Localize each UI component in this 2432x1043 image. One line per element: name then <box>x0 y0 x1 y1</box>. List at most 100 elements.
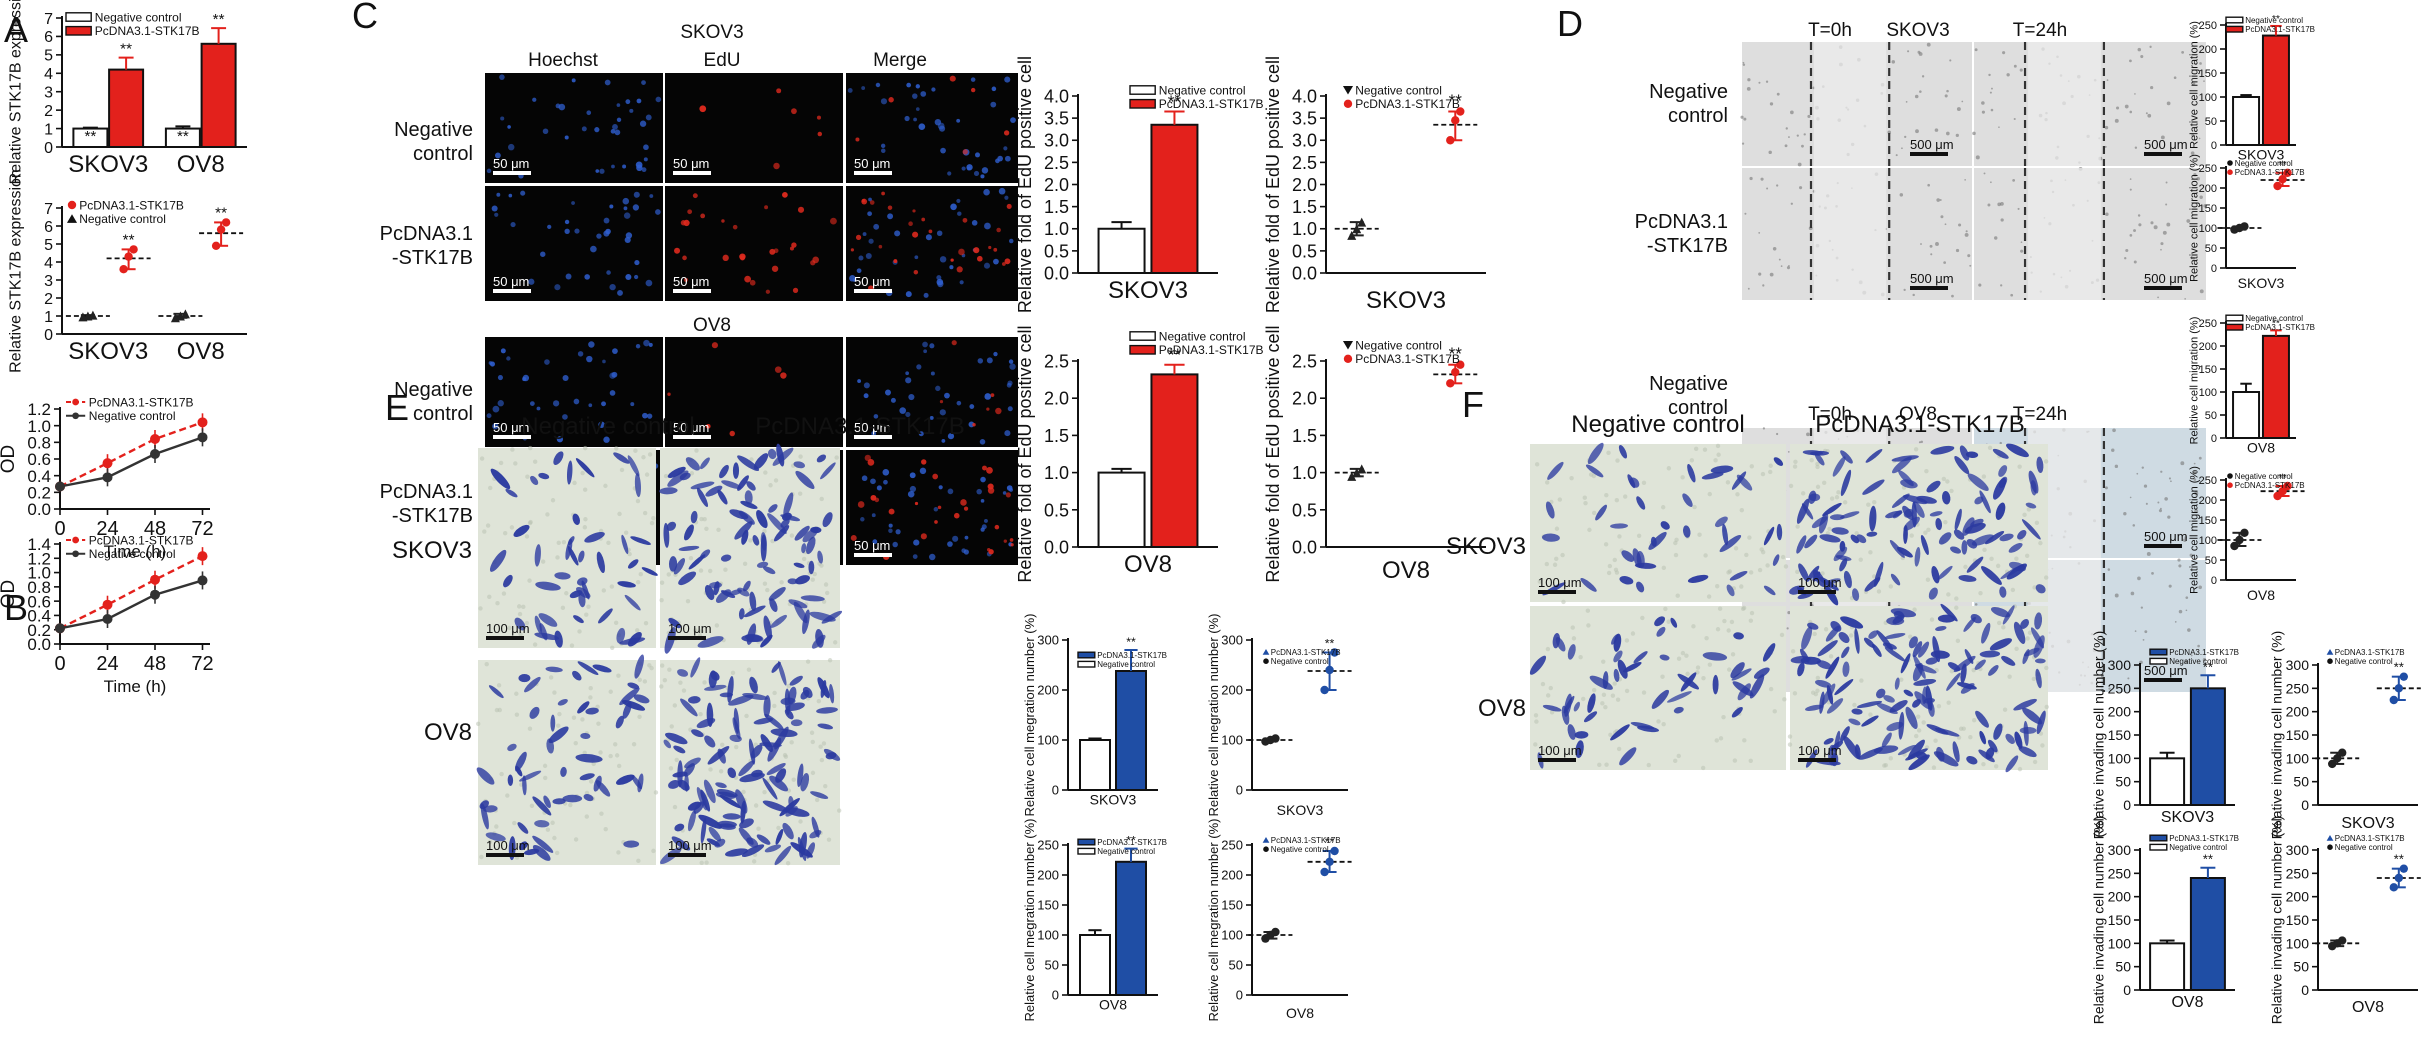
nucleus <box>875 82 881 88</box>
c-tile: 50 μm <box>665 73 843 183</box>
c-tile-bg <box>846 73 1018 183</box>
edu-nucleus <box>1006 203 1012 209</box>
stained-cell <box>751 769 763 778</box>
stained-cell <box>785 702 805 711</box>
F-skov3-bar-ytick-label: 100 <box>2108 750 2132 766</box>
pore <box>1545 480 1550 485</box>
A-bottom-ylabel: Relative STK17B expression <box>7 169 24 373</box>
stained-cell <box>1731 668 1752 681</box>
pore <box>1697 532 1702 537</box>
nucleus <box>1009 363 1016 370</box>
stained-cell <box>1998 465 2008 477</box>
cell-speck <box>2202 658 2207 662</box>
C-skov3-dot-ytick-label: 1.0 <box>1292 219 1317 239</box>
pore <box>569 643 575 648</box>
cell-speck <box>2137 576 2141 581</box>
cell-speck <box>1988 73 1991 77</box>
nucleus <box>868 238 874 244</box>
wound-gap <box>2028 42 2101 166</box>
stained-cell <box>688 554 706 570</box>
c-tile-scale-label: 50 μm <box>854 156 890 171</box>
nucleus <box>998 187 1006 195</box>
F-skov3-dot-ytick-label: 100 <box>2286 750 2310 766</box>
stained-cell <box>668 780 680 789</box>
pore <box>2044 575 2049 580</box>
A-bottom-sig: ** <box>123 231 135 248</box>
F-ov8-bar-category-label: OV8 <box>2171 994 2203 1011</box>
stained-cell <box>592 664 612 673</box>
cell-speck <box>1998 126 2000 128</box>
D-skov3-bar-bar <box>2261 34 2290 147</box>
pore <box>638 572 643 577</box>
pore <box>635 628 640 633</box>
nucleus <box>595 169 600 173</box>
c-ov8-dot-legend-marker <box>1342 340 1354 350</box>
stained-cell <box>1797 662 1805 677</box>
cell-speck <box>1758 231 1761 234</box>
c-tile: 50 μm <box>485 73 663 183</box>
stained-cell <box>797 763 804 788</box>
nucleus <box>858 255 864 261</box>
E-ov8-dot-ytick-label: 150 <box>1221 898 1243 913</box>
edu-nucleus <box>993 247 998 252</box>
edu-nucleus <box>817 131 823 137</box>
cell-speck <box>2180 461 2185 466</box>
pore <box>550 498 556 503</box>
stained-cell <box>822 512 833 528</box>
wound-gap <box>2028 168 2101 300</box>
stained-cell <box>738 760 755 777</box>
stained-cell <box>1978 749 1995 763</box>
cell-speck <box>2145 112 2148 115</box>
pore <box>704 860 709 865</box>
f-ov8-bar-legend-swatch <box>2149 843 2168 851</box>
A-bottom-category-label: OV8 <box>177 338 225 365</box>
pore <box>649 665 654 671</box>
C-ov8-dot-point <box>1357 464 1367 474</box>
pore <box>1859 678 1864 683</box>
F-ov8-bar-ytick-label: 150 <box>2108 912 2132 928</box>
pore <box>610 645 615 650</box>
nucleus <box>625 99 631 105</box>
pore <box>681 688 687 693</box>
E-ov8-dot-point <box>1330 846 1339 856</box>
edu-nucleus <box>739 253 746 260</box>
pore <box>837 808 842 813</box>
cell-speck <box>1967 254 1971 258</box>
cell-speck <box>1769 102 1774 106</box>
c-col-hoechst: Hoechst <box>528 50 598 71</box>
stained-cell <box>1839 558 1848 572</box>
stained-cell <box>810 791 829 800</box>
stained-cell <box>633 694 650 704</box>
stained-cell <box>659 487 678 495</box>
pore <box>1768 686 1774 692</box>
d-row-neg-1: Negative control <box>1649 81 1728 127</box>
pore <box>1680 475 1685 480</box>
nucleus <box>981 167 989 174</box>
nucleus <box>995 158 1000 164</box>
pore <box>753 803 759 808</box>
e-skov3-bar-legend-swatch <box>1077 651 1096 659</box>
nucleus <box>934 118 942 126</box>
f-tile-scale-label: 100 μm <box>1538 575 1582 590</box>
stained-cell <box>1931 565 1940 584</box>
pore <box>591 761 596 767</box>
pore <box>582 487 588 492</box>
pore <box>763 470 768 475</box>
stained-cell <box>1907 739 1925 760</box>
pore <box>2043 459 2049 464</box>
cell-speck <box>2170 480 2172 483</box>
cell-speck <box>2160 470 2163 473</box>
stained-cell <box>1875 688 1886 699</box>
pore <box>782 752 788 758</box>
edu-nucleus <box>973 247 980 254</box>
cell-speck <box>1915 129 1919 134</box>
pore <box>791 777 796 782</box>
edu-nucleus <box>986 466 993 474</box>
D-ov8-dot-ytick-label: 200 <box>2199 495 2217 507</box>
pore <box>505 793 510 798</box>
stained-cell <box>767 513 787 534</box>
nucleus <box>980 174 985 179</box>
cell-speck <box>1758 272 1762 276</box>
stained-cell <box>1861 715 1879 727</box>
stained-cell <box>663 739 672 749</box>
